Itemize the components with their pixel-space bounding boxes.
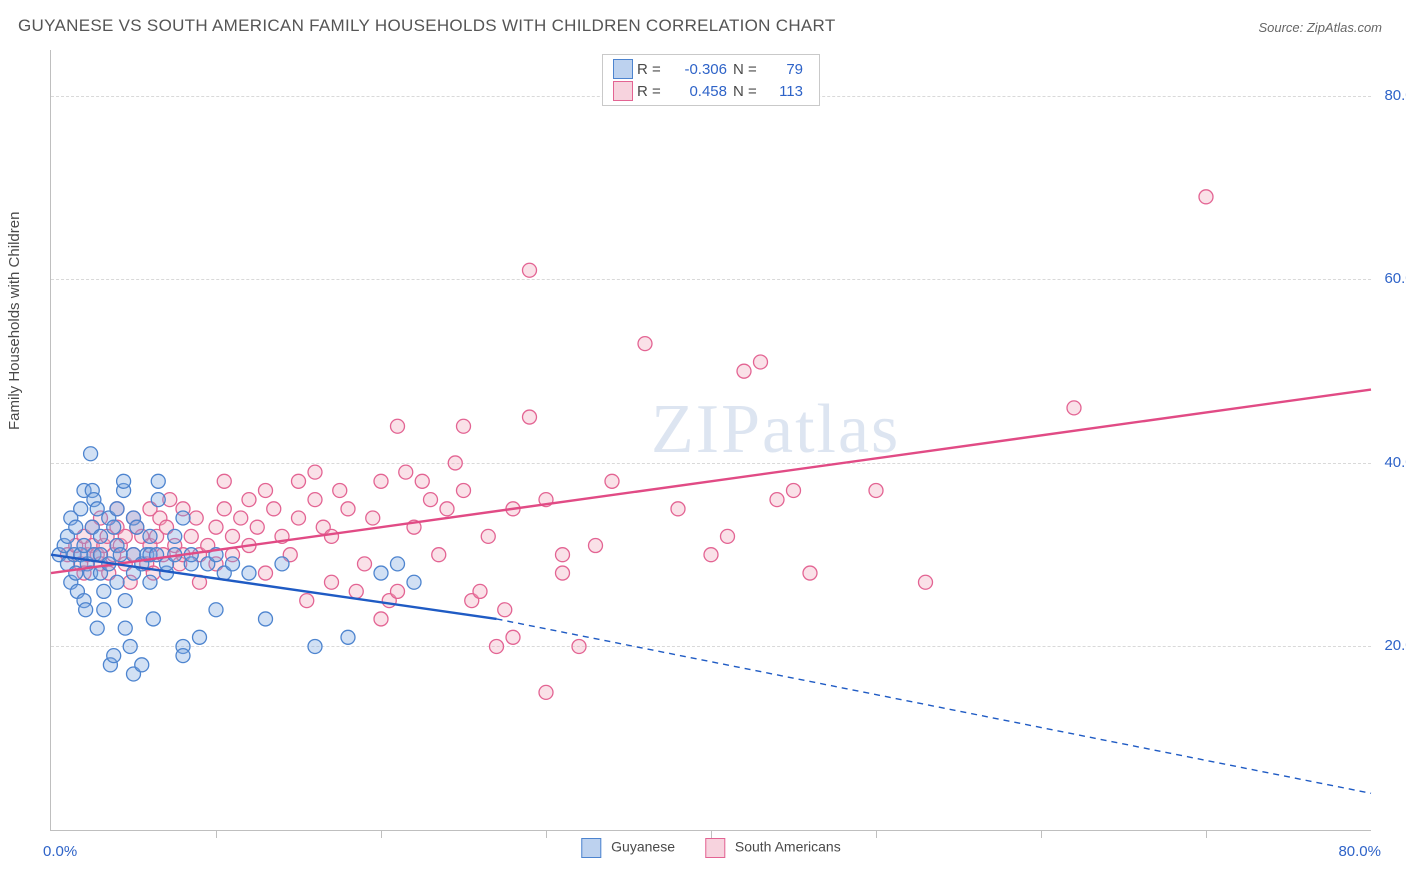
n-label: N =: [733, 61, 769, 78]
y-tick-label: 20.0%: [1377, 637, 1406, 654]
bottom-legend: Guyanese South Americans: [581, 838, 840, 858]
x-axis-end-label: 80.0%: [1338, 843, 1381, 860]
y-tick-label: 80.0%: [1377, 87, 1406, 104]
r-label-2: R =: [637, 83, 673, 100]
scatter-svg: [51, 50, 1371, 830]
swatch-south-americans: [613, 81, 633, 101]
n-value-1: 79: [769, 61, 809, 78]
x-axis-origin-label: 0.0%: [43, 843, 77, 860]
n-label-2: N =: [733, 83, 769, 100]
swatch-guyanese: [613, 59, 633, 79]
y-axis-label: Family Households with Children: [6, 212, 23, 430]
y-tick-label: 60.0%: [1377, 270, 1406, 287]
source-attribution: Source: ZipAtlas.com: [1258, 20, 1382, 35]
legend-label: Guyanese: [611, 839, 675, 855]
legend-item-south-americans: South Americans: [705, 838, 841, 858]
r-value-1: -0.306: [673, 61, 733, 78]
r-value-2: 0.458: [673, 83, 733, 100]
legend-item-guyanese: Guyanese: [581, 838, 675, 858]
legend-label: South Americans: [735, 839, 841, 855]
r-label: R =: [637, 61, 673, 78]
swatch-icon: [581, 838, 601, 858]
plot-area: 20.0%40.0%60.0%80.0% ZIPatlas R = -0.306…: [50, 50, 1371, 831]
stats-legend-box: R = -0.306 N = 79 R = 0.458 N = 113: [602, 54, 820, 106]
chart-title: GUYANESE VS SOUTH AMERICAN FAMILY HOUSEH…: [18, 16, 836, 36]
y-tick-label: 40.0%: [1377, 454, 1406, 471]
swatch-icon: [705, 838, 725, 858]
n-value-2: 113: [769, 83, 809, 100]
